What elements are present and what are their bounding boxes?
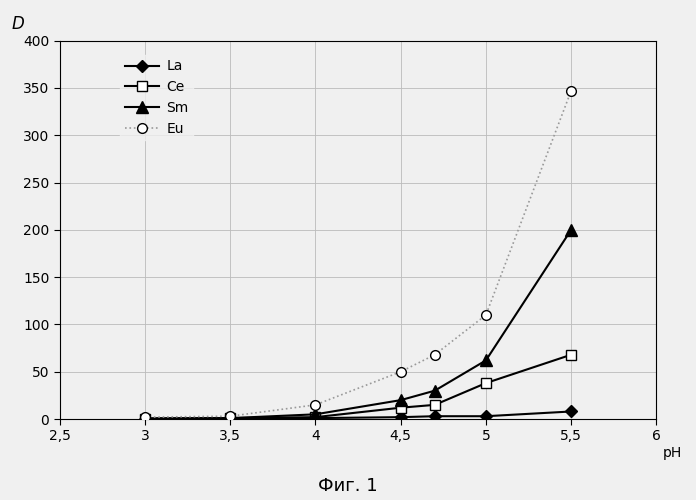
La (311, 415, 319, 421)
La (482, 413, 490, 419)
Text: $D$: $D$ (11, 15, 25, 33)
Sm (141, 416, 149, 422)
Line: La: La (141, 408, 576, 422)
Eu (431, 352, 439, 358)
Line: Eu: Eu (140, 86, 576, 422)
Eu (226, 413, 235, 419)
Legend: La, Ce, Sm, Eu: La, Ce, Sm, Eu (120, 55, 193, 140)
Sm (567, 227, 576, 233)
Eu (567, 88, 576, 94)
Text: pH: pH (663, 446, 681, 460)
Ce (226, 415, 235, 421)
Line: Sm: Sm (139, 224, 577, 424)
Ce (567, 352, 576, 358)
Ce (482, 380, 490, 386)
Sm (397, 397, 405, 403)
Sm (482, 358, 490, 364)
Sm (431, 388, 439, 394)
La (226, 416, 235, 422)
La (141, 416, 149, 422)
Ce (141, 416, 149, 422)
Ce (397, 404, 405, 410)
Ce (311, 414, 319, 420)
Eu (397, 369, 405, 375)
Eu (482, 312, 490, 318)
Ce (431, 402, 439, 408)
La (397, 414, 405, 420)
Eu (311, 402, 319, 408)
La (431, 413, 439, 419)
La (567, 408, 576, 414)
Text: Фиг. 1: Фиг. 1 (318, 477, 378, 495)
Sm (311, 412, 319, 418)
Sm (226, 415, 235, 421)
Line: Ce: Ce (140, 350, 576, 424)
Eu (141, 414, 149, 420)
